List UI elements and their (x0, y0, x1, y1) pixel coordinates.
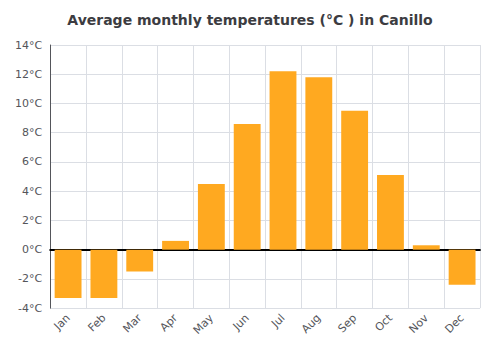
svg-text:Apr: Apr (158, 311, 181, 334)
svg-text:Dec: Dec (442, 312, 466, 336)
svg-text:Aug: Aug (299, 312, 323, 336)
svg-text:10°C: 10°C (15, 97, 42, 110)
svg-text:0°C: 0°C (22, 243, 42, 256)
svg-text:Mar: Mar (120, 311, 144, 335)
svg-text:Nov: Nov (407, 311, 432, 336)
svg-text:Jan: Jan (51, 312, 73, 334)
svg-text:2°C: 2°C (22, 214, 42, 227)
svg-text:4°C: 4°C (22, 185, 42, 198)
svg-text:12°C: 12°C (15, 68, 42, 81)
svg-text:Oct: Oct (372, 311, 395, 334)
svg-text:8°C: 8°C (22, 126, 42, 139)
svg-text:Jul: Jul (268, 312, 287, 331)
svg-text:Average monthly temperatures (: Average monthly temperatures (°C ) in Ca… (67, 12, 433, 28)
svg-text:Sep: Sep (335, 312, 359, 336)
svg-text:May: May (191, 311, 217, 337)
svg-text:-2°C: -2°C (18, 272, 42, 285)
svg-text:6°C: 6°C (22, 155, 42, 168)
svg-text:Feb: Feb (86, 312, 109, 335)
svg-text:Jun: Jun (230, 312, 252, 334)
svg-text:-4°C: -4°C (18, 302, 42, 315)
svg-text:14°C: 14°C (15, 39, 42, 52)
